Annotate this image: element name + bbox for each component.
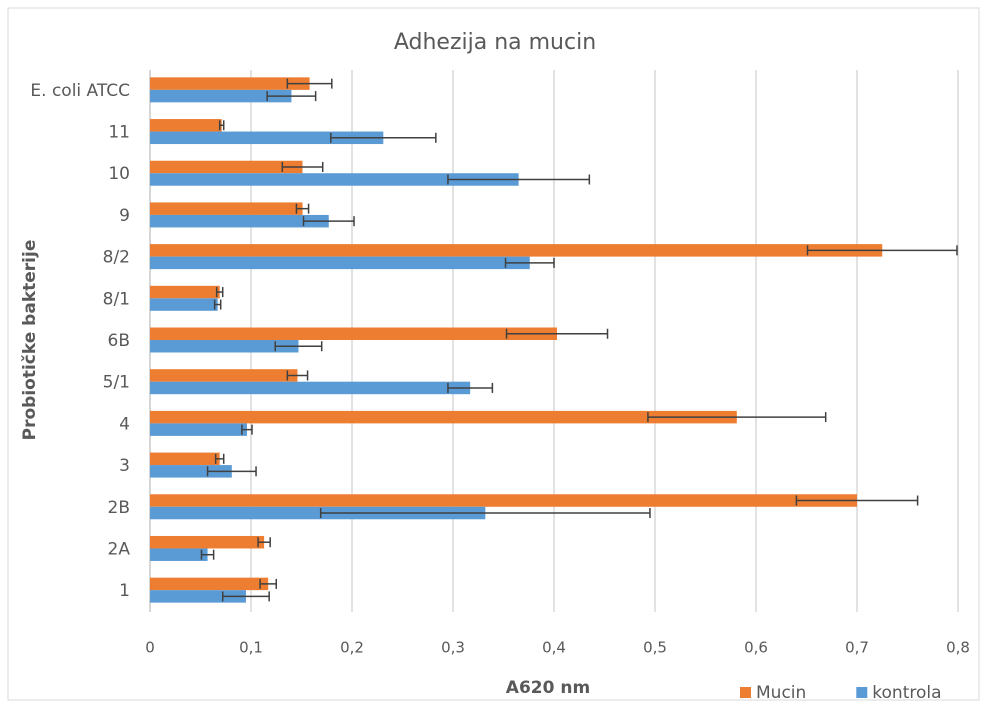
y-tick-label: 5/1 — [103, 373, 130, 393]
y-tick-label: 11 — [108, 123, 130, 143]
x-tick-label: 0,7 — [845, 639, 869, 657]
error-bar — [504, 257, 555, 268]
y-tick-label: 9 — [119, 206, 130, 226]
x-tick-label: 0 — [145, 639, 155, 657]
y-tick-label: 1 — [119, 581, 130, 601]
error-bar — [447, 382, 494, 393]
error-bar — [259, 578, 277, 589]
error-bar — [286, 78, 333, 89]
error-bar — [213, 299, 222, 310]
error-bar — [295, 203, 310, 214]
error-bar — [647, 412, 827, 423]
x-tick-label: 0,8 — [946, 639, 970, 657]
bar — [150, 423, 247, 436]
bar — [150, 577, 269, 591]
legend-swatch — [740, 687, 751, 698]
error-bar — [218, 120, 225, 131]
error-bar — [221, 591, 270, 602]
bar — [150, 369, 298, 382]
y-tick-label: 8/2 — [103, 248, 130, 268]
error-bar — [274, 341, 323, 352]
bar — [150, 327, 558, 340]
error-bar — [505, 328, 609, 339]
y-tick-label: 3 — [119, 456, 130, 476]
bar — [150, 202, 303, 215]
bar — [150, 548, 208, 561]
error-bar — [330, 132, 437, 143]
error-bar — [806, 245, 958, 256]
y-tick-label: E. coli ATCC — [30, 81, 130, 101]
x-tick-label: 0,3 — [441, 639, 465, 657]
error-bar — [266, 91, 317, 102]
bar — [150, 256, 530, 270]
x-tick-label: 0,2 — [340, 639, 364, 657]
error-bar — [241, 424, 253, 435]
bar — [150, 244, 883, 257]
y-tick-label: 2A — [108, 539, 131, 559]
error-bar — [795, 495, 919, 506]
chart-title: Adhezija na mucin — [394, 30, 596, 55]
bar — [150, 494, 857, 507]
y-axis-label: Probiotičke bakterije — [20, 240, 40, 441]
x-tick-label: 0,5 — [643, 639, 667, 657]
bar — [150, 89, 292, 103]
x-tick-label: 0,6 — [744, 639, 768, 657]
bar — [150, 119, 222, 132]
error-bar — [200, 549, 215, 560]
y-tick-label: 10 — [108, 164, 130, 184]
bar — [150, 340, 299, 353]
bar — [150, 535, 265, 549]
bar — [150, 590, 246, 603]
bar — [150, 465, 232, 478]
error-bar — [447, 174, 591, 185]
y-tick-label: 4 — [119, 414, 130, 434]
bar — [150, 131, 384, 145]
bar — [150, 298, 218, 311]
y-tick-label: 6B — [108, 331, 130, 351]
legend-label: Mucin — [756, 683, 806, 703]
bar — [150, 506, 486, 520]
error-bar — [281, 161, 324, 172]
bar — [150, 214, 329, 228]
error-bar — [319, 508, 651, 519]
x-tick-label: 0,1 — [239, 639, 263, 657]
error-bar — [214, 453, 225, 464]
bar — [150, 285, 220, 299]
legend-label: kontrola — [872, 683, 941, 703]
x-axis-label: A620 nm — [506, 678, 590, 698]
y-tick-label: 8/1 — [103, 289, 130, 309]
bar — [150, 173, 519, 186]
error-bar — [215, 287, 224, 298]
legend-swatch — [856, 687, 868, 698]
bar — [150, 160, 303, 174]
y-tick-label: 2B — [108, 498, 130, 518]
bar — [150, 381, 471, 395]
bar — [150, 410, 737, 424]
error-bar — [257, 537, 271, 548]
bar — [150, 452, 220, 466]
error-bar — [302, 216, 355, 227]
x-tick-label: 0,4 — [542, 639, 566, 657]
error-bar — [286, 370, 309, 381]
bar — [150, 77, 310, 90]
error-bar — [206, 466, 257, 477]
